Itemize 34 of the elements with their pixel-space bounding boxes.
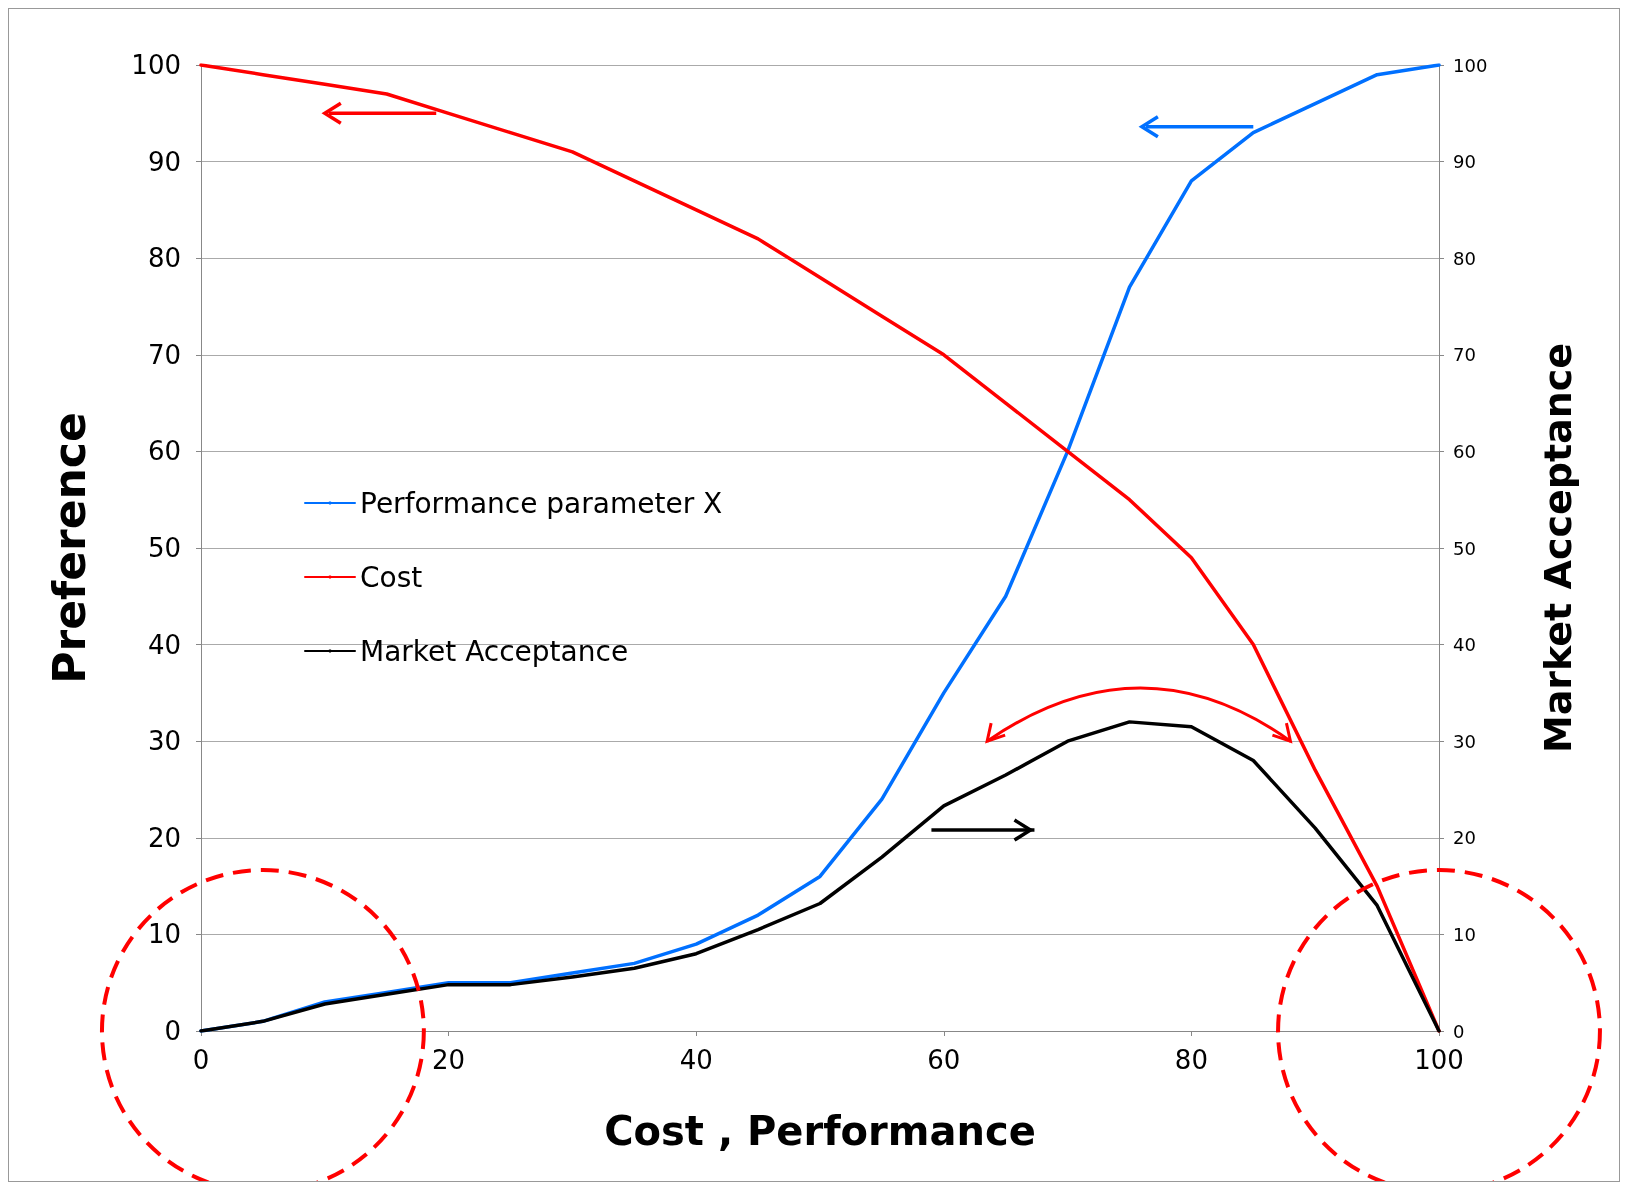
y2-tick-label: 30 (1453, 730, 1476, 752)
y2-tick-label: 100 (1453, 54, 1488, 76)
x-tick-label: 80 (1174, 1045, 1208, 1075)
x-tick-label: 60 (927, 1045, 961, 1075)
y2-tick-label: 40 (1453, 634, 1476, 656)
y2-tick-label: 60 (1453, 440, 1476, 462)
y2-tick-label: 50 (1453, 537, 1476, 559)
y2-tick-label: 10 (1453, 923, 1476, 945)
legend-label: Performance parameter X (360, 486, 723, 520)
y-tick-label: 80 (147, 243, 181, 274)
y-tick-label: 60 (147, 436, 181, 467)
y-axis-title: Preference (43, 412, 95, 684)
y2-tick-label: 20 (1453, 827, 1476, 849)
y2-tick-label: 80 (1453, 247, 1476, 269)
x-tick-label: 40 (679, 1045, 713, 1075)
y-tick-label: 40 (147, 629, 181, 660)
y-tick-label: 30 (147, 726, 181, 757)
y-tick-label: 70 (147, 339, 181, 370)
x-tick-label: 0 (192, 1045, 210, 1075)
x-tick-label: 20 (432, 1045, 466, 1075)
y2-tick-label: 70 (1453, 344, 1476, 366)
y-tick-label: 20 (147, 822, 181, 853)
legend-label: Cost (360, 560, 423, 594)
y2-tick-label: 90 (1453, 151, 1476, 173)
y2-tick-label: 0 (1453, 1020, 1465, 1042)
x-tick-label: 100 (1414, 1045, 1464, 1075)
y-tick-label: 50 (147, 533, 181, 563)
legend-label: Market Acceptance (360, 634, 629, 668)
y2-axis-title: Market Acceptance (1536, 342, 1580, 754)
x-axis-title: Cost , Performance (604, 1108, 1036, 1154)
y-tick-label: 100 (131, 50, 181, 80)
y-tick-label: 10 (147, 919, 181, 950)
y-tick-label: 0 (164, 1016, 181, 1046)
y-tick-label: 90 (147, 146, 181, 177)
